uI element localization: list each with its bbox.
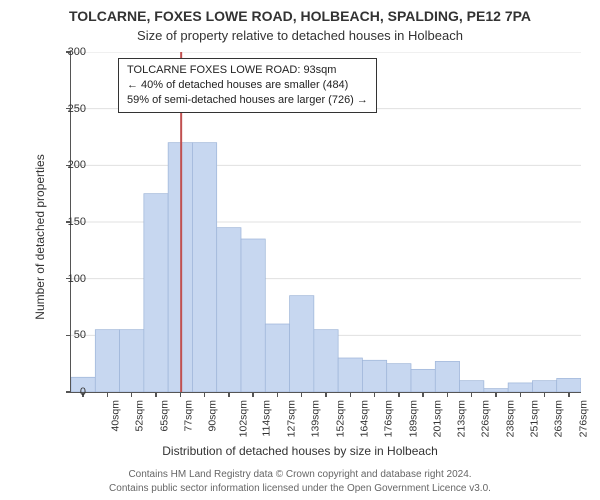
- y-tick-label: 300: [68, 46, 86, 58]
- x-tick-label: 251sqm: [528, 400, 540, 437]
- y-tick-label: 100: [68, 273, 86, 285]
- x-tick-label: 52sqm: [134, 400, 146, 432]
- footer-line-2: Contains public sector information licen…: [0, 482, 600, 496]
- x-tick-label: 176sqm: [383, 400, 395, 437]
- x-tick-label: 77sqm: [183, 400, 195, 432]
- y-tick-label: 0: [80, 386, 86, 398]
- y-tick-label: 250: [68, 103, 86, 115]
- x-tick-label: 201sqm: [431, 400, 443, 437]
- x-tick-label: 90sqm: [207, 400, 219, 432]
- chart-subtitle: Size of property relative to detached ho…: [0, 28, 600, 43]
- x-tick-label: 226sqm: [480, 400, 492, 437]
- x-tick-label: 114sqm: [260, 400, 272, 437]
- annotation-line-1: TOLCARNE FOXES LOWE ROAD: 93sqm: [127, 63, 368, 78]
- x-tick-label: 164sqm: [358, 400, 370, 437]
- x-tick-label: 238sqm: [504, 400, 516, 437]
- x-tick-label: 189sqm: [407, 400, 419, 437]
- x-tick-label: 276sqm: [577, 400, 589, 437]
- footer-line-1: Contains HM Land Registry data © Crown c…: [0, 468, 600, 482]
- x-tick-label: 139sqm: [310, 400, 322, 437]
- y-tick-label: 200: [68, 159, 86, 171]
- x-axis-label: Distribution of detached houses by size …: [0, 444, 600, 458]
- annotation-box: TOLCARNE FOXES LOWE ROAD: 93sqm ← 40% of…: [118, 58, 377, 113]
- x-tick-label: 102sqm: [237, 400, 249, 437]
- y-tick-label: 50: [74, 329, 86, 341]
- y-axis-label: Number of detached properties: [33, 137, 47, 337]
- x-tick-label: 263sqm: [553, 400, 565, 437]
- annotation-line-3: 59% of semi-detached houses are larger (…: [127, 93, 368, 108]
- x-tick-label: 40sqm: [110, 400, 122, 432]
- x-tick-label: 152sqm: [334, 400, 346, 437]
- x-tick-label: 65sqm: [158, 400, 170, 432]
- x-tick-label: 213sqm: [456, 400, 468, 437]
- chart-title: TOLCARNE, FOXES LOWE ROAD, HOLBEACH, SPA…: [0, 8, 600, 24]
- y-tick-label: 150: [68, 216, 86, 228]
- annotation-line-2: ← 40% of detached houses are smaller (48…: [127, 78, 368, 93]
- x-tick-label: 127sqm: [286, 400, 298, 437]
- footer: Contains HM Land Registry data © Crown c…: [0, 468, 600, 496]
